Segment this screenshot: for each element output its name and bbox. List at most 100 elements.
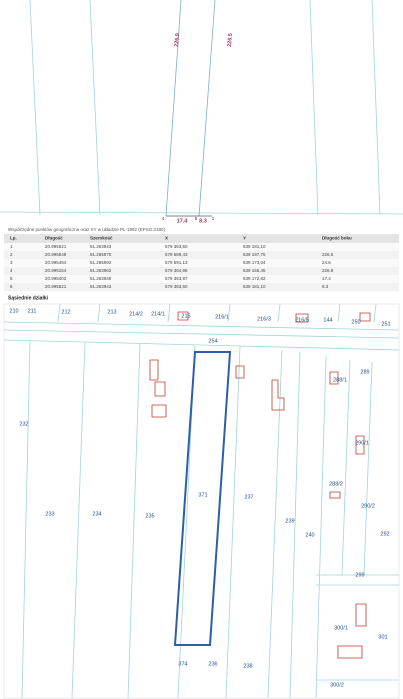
table-header: Długość boku (322, 236, 352, 241)
table-row (4, 267, 399, 275)
header-row (4, 234, 399, 243)
table-row (4, 275, 399, 283)
plot-edge (198, 0, 216, 217)
table-cell: 20.995521 (45, 284, 67, 289)
map-line (309, 0, 319, 216)
parcel-label: 210 (9, 308, 18, 314)
point-label: 5 (195, 216, 198, 221)
parcel-label: 214/2 (129, 311, 143, 317)
table-header: Szerokość (90, 236, 113, 241)
parcel-label: 292 (380, 531, 389, 537)
neighbors-map (3, 303, 400, 699)
table-cell: 639 173,04 (243, 260, 266, 265)
parcel-label: 371 (198, 492, 207, 498)
table-cell: 639 181,10 (243, 244, 266, 249)
parcel-label: 251 (381, 321, 390, 327)
parcel-label: 299 (355, 572, 364, 578)
table-cell: 226.9 (322, 268, 334, 273)
map-line (371, 0, 381, 216)
side-length-label: 17.4 (177, 218, 189, 224)
map-line (29, 0, 41, 216)
map-line (89, 0, 101, 216)
table-header: Długość (45, 236, 63, 241)
plot-edge (165, 0, 182, 217)
table-cell: 20.995154 (45, 268, 67, 273)
parcel-label: 288/1 (333, 377, 347, 383)
table-cell: 579 364,95 (165, 268, 188, 273)
parcel-label: 216/3 (257, 316, 271, 322)
parcel-label: 374 (178, 661, 187, 667)
parcel-label: 288/2 (329, 481, 343, 487)
highlighted-parcel (173, 351, 232, 646)
parcel-label: 233 (45, 511, 54, 517)
table-cell: 20.995848 (45, 252, 67, 257)
table-cell: 639 155,45 (243, 268, 266, 273)
table-row (4, 283, 399, 291)
table-cell: 51.265992 (90, 260, 112, 265)
table-cell: 639 197,75 (243, 252, 266, 257)
table-header: X (165, 236, 168, 241)
table-header: Y (243, 236, 246, 241)
parcel-label: 234 (92, 511, 101, 517)
building (149, 311, 371, 659)
map-line (0, 211, 403, 215)
table-row (4, 243, 399, 251)
parcel-label: 215 (181, 313, 190, 319)
map-frame (3, 303, 400, 699)
table-cell: 8.3 (322, 284, 329, 289)
parcel-label: 236 (208, 661, 217, 667)
point-label: 1 (212, 216, 215, 221)
table-cell: 20.995403 (45, 276, 67, 281)
parcel-label: 300/2 (330, 682, 344, 688)
table-cell: 1 (10, 244, 13, 249)
parcel-label: 289 (360, 369, 369, 375)
parcel-label: 214/1 (151, 311, 165, 317)
table-cell: 3 (10, 260, 13, 265)
parcel-label: 232 (19, 421, 28, 427)
map-line (3, 321, 400, 699)
table-cell: 639 181,10 (243, 284, 266, 289)
coordinate-table: Współrzędne punktów geograficzne oraz XY… (4, 227, 399, 243)
parcel-label: 300/1 (334, 625, 348, 631)
parcel-label: 254 (208, 338, 217, 344)
side-length-label: 226.5 (227, 33, 234, 47)
parcel-label: 212 (61, 309, 70, 315)
table-cell: 20.995521 (45, 244, 67, 249)
point-label: 4 (162, 216, 165, 221)
table-cell: 6 (10, 284, 13, 289)
table-cell: 51.263943 (90, 244, 112, 249)
table-row (4, 259, 399, 267)
side-length-label: 226.9 (174, 33, 181, 47)
parcel-label: 290/1 (355, 440, 369, 446)
table-cell: 579 591,13 (165, 260, 188, 265)
table-cell: 5 (10, 276, 13, 281)
map-line (57, 303, 399, 681)
table-cell: 51.263949 (90, 276, 112, 281)
parcel-label: 301 (378, 634, 387, 640)
table-row (4, 251, 399, 259)
table-cell: 4 (10, 268, 13, 273)
table-cell: 2 (10, 252, 13, 257)
table-header: Lp. (10, 236, 17, 241)
table-cell: 24.6 (322, 260, 331, 265)
table-cell: 20.995494 (45, 260, 67, 265)
table-cell: 51.265970 (90, 252, 112, 257)
section-title: Sąsiednie działki (8, 295, 49, 301)
table-cell: 579 363,50 (165, 244, 188, 249)
table-cell: 579 363,50 (165, 284, 188, 289)
parcel-label: 237 (244, 494, 253, 500)
parcel-label: 250 (351, 319, 360, 325)
table-cell: 226.5 (322, 252, 334, 257)
parcel-label: 144 (323, 317, 332, 323)
parcel-label: 240 (305, 532, 314, 538)
table-caption: Współrzędne punktów geograficzne oraz XY… (8, 227, 166, 232)
parcel-label: 211 (28, 308, 37, 314)
table-cell: 579 363,97 (165, 276, 188, 281)
parcel-label: 216/5 (295, 317, 309, 323)
table-cell: 17.4 (322, 276, 331, 281)
table-cell: 639 172,82 (243, 276, 266, 281)
parcel-label: 213 (107, 309, 116, 315)
parcel-label: 216/1 (215, 314, 229, 320)
